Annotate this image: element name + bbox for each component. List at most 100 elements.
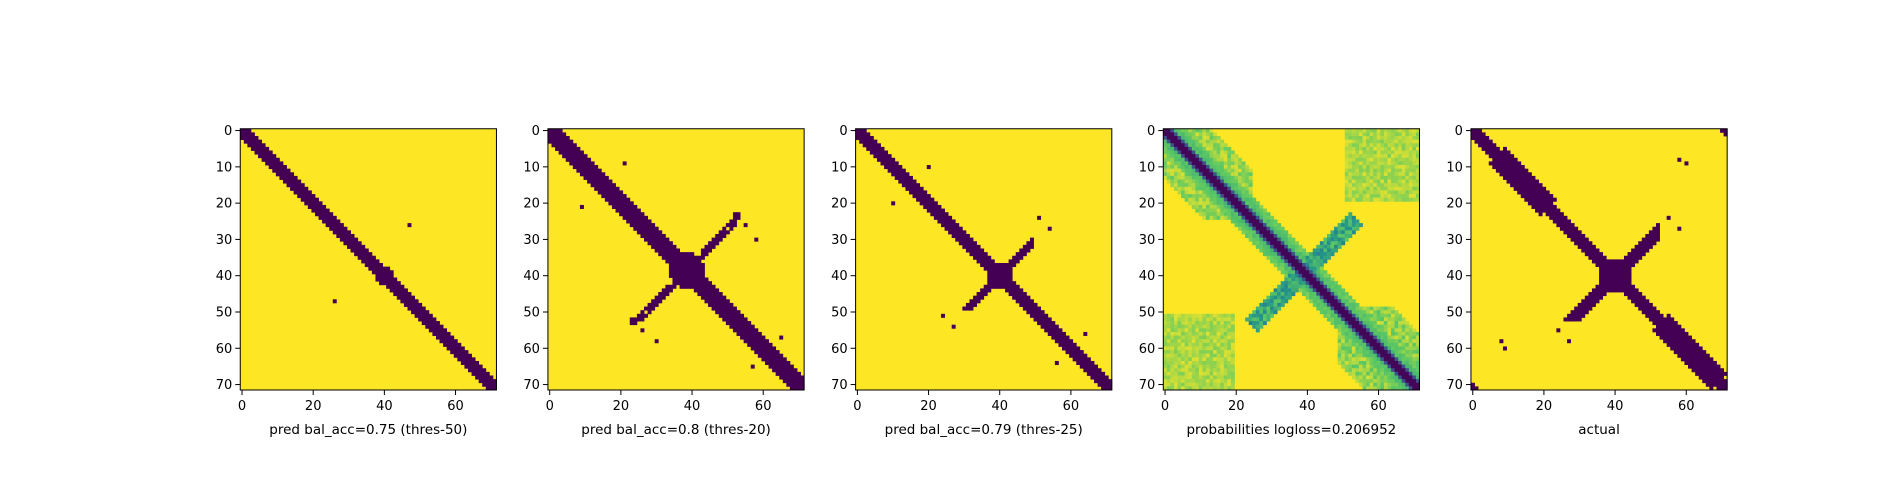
heatmap-cell xyxy=(1188,183,1193,188)
heatmap-cell xyxy=(1191,183,1196,188)
heatmap-cell xyxy=(604,179,609,184)
heatmap-cell xyxy=(1337,295,1342,300)
heatmap-cell xyxy=(1412,157,1417,162)
heatmap-cell xyxy=(1391,335,1395,340)
heatmap-cell xyxy=(1270,295,1274,300)
heatmap-cell xyxy=(1567,233,1571,239)
heatmap-cell xyxy=(1323,241,1328,246)
heatmap-cell xyxy=(1656,226,1660,231)
heatmap-cell xyxy=(1312,277,1317,282)
heatmap-cell xyxy=(1348,331,1353,336)
heatmap-cell xyxy=(1362,353,1367,358)
heatmap-cell xyxy=(1184,386,1189,391)
heatmap-cell xyxy=(1401,183,1406,188)
heatmap-cell xyxy=(1408,150,1413,155)
heatmap-cell xyxy=(482,382,487,387)
heatmap-cell xyxy=(697,284,702,289)
heatmap-cell xyxy=(1220,139,1225,144)
heatmap-cell xyxy=(1202,168,1207,173)
heatmap-cell xyxy=(1570,223,1575,228)
heatmap-cell xyxy=(329,215,334,220)
heatmap-cell xyxy=(1230,165,1235,170)
heatmap-cell xyxy=(1191,346,1196,351)
y-tick-label: 20 xyxy=(216,197,233,212)
heatmap-cell xyxy=(1277,252,1282,257)
heatmap-cell xyxy=(1291,248,1296,253)
heatmap-cell xyxy=(916,194,921,199)
heatmap-cell xyxy=(1348,154,1353,159)
heatmap-cell xyxy=(1348,132,1353,137)
heatmap-cell xyxy=(1369,136,1374,141)
heatmap-cell xyxy=(1163,364,1168,369)
heatmap-cell xyxy=(1305,281,1310,286)
heatmap-cell xyxy=(700,255,705,260)
heatmap-cell xyxy=(435,321,440,326)
heatmap-cell xyxy=(1227,346,1232,351)
heatmap-cell xyxy=(926,201,931,206)
heatmap-cell xyxy=(261,157,266,162)
y-tick-label: 60 xyxy=(216,342,233,357)
y-tick-label: 60 xyxy=(1139,342,1156,357)
heatmap-cell xyxy=(1620,284,1625,289)
heatmap-cell xyxy=(1213,360,1218,365)
heatmap-cell xyxy=(855,132,860,137)
heatmap-cell xyxy=(1259,313,1264,318)
heatmap-cell xyxy=(1373,146,1378,151)
heatmap-cell xyxy=(1191,186,1196,191)
heatmap-cell xyxy=(1677,342,1682,347)
heatmap-cell xyxy=(1259,244,1264,249)
heatmap-cell xyxy=(435,331,440,336)
heatmap-cell xyxy=(1401,331,1406,336)
heatmap-cell xyxy=(1412,371,1417,376)
heatmap-cell xyxy=(1351,219,1356,224)
heatmap-cell xyxy=(1270,226,1274,231)
heatmap-cell xyxy=(1195,208,1200,213)
heatmap-cell xyxy=(873,150,878,155)
heatmap-cell xyxy=(1383,194,1388,199)
heatmap-cell xyxy=(1205,346,1210,351)
heatmap-cell xyxy=(937,208,942,213)
heatmap-cell xyxy=(1398,382,1403,387)
heatmap-cell xyxy=(651,226,656,231)
heatmap-cell xyxy=(1309,295,1314,300)
heatmap-cell xyxy=(1330,241,1335,246)
heatmap-cell xyxy=(1213,154,1218,159)
heatmap-cell xyxy=(1213,317,1218,322)
heatmap-cell xyxy=(1220,186,1225,191)
heatmap-cell xyxy=(1391,346,1395,351)
heatmap-cell xyxy=(1599,284,1604,289)
heatmap-cell xyxy=(1391,132,1395,137)
heatmap-cell xyxy=(1230,331,1235,336)
heatmap-cell xyxy=(1184,371,1189,376)
heatmap-cell xyxy=(1330,295,1335,300)
heatmap-cell xyxy=(1198,350,1203,355)
heatmap-cell xyxy=(1666,335,1671,340)
heatmap-cell xyxy=(1535,197,1539,202)
heatmap-cell xyxy=(764,353,769,358)
heatmap-cell xyxy=(1538,197,1543,202)
heatmap-cell xyxy=(1391,313,1395,318)
heatmap-cell xyxy=(722,230,727,235)
heatmap-cell xyxy=(1241,194,1246,199)
heatmap-cell xyxy=(1234,179,1239,184)
heatmap-cell xyxy=(672,263,677,268)
heatmap-cell xyxy=(1391,168,1395,173)
heatmap-cell xyxy=(1191,342,1196,347)
heatmap-cell xyxy=(1170,146,1175,151)
heatmap-cell xyxy=(880,157,885,162)
heatmap-cell xyxy=(704,292,709,297)
heatmap-cell xyxy=(1230,168,1235,173)
heatmap-cell xyxy=(1213,190,1218,195)
heatmap-cell xyxy=(1277,230,1282,235)
heatmap-cell xyxy=(1238,223,1242,228)
heatmap-cell xyxy=(1502,165,1507,170)
heatmap-cell xyxy=(1355,339,1360,344)
heatmap-cell xyxy=(1510,161,1515,166)
heatmap-cell xyxy=(558,143,563,148)
heatmap-cell xyxy=(1524,194,1529,199)
heatmap-cell xyxy=(1348,161,1353,166)
heatmap-cell xyxy=(1334,295,1339,300)
heatmap-cell xyxy=(1645,241,1650,246)
heatmap-cell xyxy=(1029,299,1034,304)
heatmap-cell xyxy=(923,201,928,206)
